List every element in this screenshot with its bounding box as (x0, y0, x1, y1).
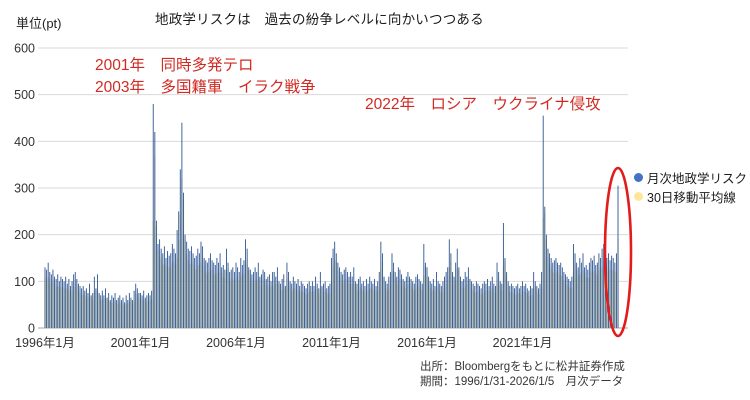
annotation-2003-iraq: 2003年 多国籍軍 イラク戦争 (95, 79, 316, 96)
y-axis-unit-label: 単位(pt) (16, 16, 62, 31)
annotation-2022-ukraine: 2022年 ロシア ウクライナ侵攻 (365, 96, 601, 113)
chart-title: 地政学リスクは 過去の紛争レベルに向かいつつある (155, 12, 484, 27)
chart-legend: 月次地政学リスク 30日移動平均線 (634, 168, 747, 206)
svg-text:400: 400 (14, 135, 35, 149)
legend-dot-yellow-icon (634, 192, 643, 201)
legend-item-monthly-risk: 月次地政学リスク (634, 168, 747, 187)
svg-text:2006年1月: 2006年1月 (206, 336, 266, 350)
svg-text:2016年1月: 2016年1月 (397, 336, 457, 350)
annotation-2001-terror: 2001年 同時多発テロ (95, 57, 254, 74)
svg-text:2001年1月: 2001年1月 (111, 336, 171, 350)
svg-text:600: 600 (14, 42, 35, 56)
svg-text:2021年1月: 2021年1月 (493, 336, 553, 350)
svg-text:100: 100 (14, 275, 35, 289)
svg-text:0: 0 (28, 322, 35, 336)
svg-text:500: 500 (14, 88, 35, 102)
legend-label-moving-average: 30日移動平均線 (647, 191, 736, 205)
legend-dot-blue-icon (634, 173, 643, 182)
period-line: 期間：1996/1/31-2026/1/5 月次データ (420, 376, 624, 388)
svg-text:2011年1月: 2011年1月 (302, 336, 361, 350)
source-line: 出所：Bloombergをもとに松井証券作成 (420, 361, 625, 373)
svg-text:300: 300 (14, 182, 35, 196)
svg-text:200: 200 (14, 228, 35, 242)
source-note: 出所：Bloombergをもとに松井証券作成 期間：1996/1/31-2026… (420, 360, 625, 390)
svg-text:1996年1月: 1996年1月 (15, 336, 75, 350)
legend-label-monthly-risk: 月次地政学リスク (647, 172, 748, 186)
legend-item-moving-average: 30日移動平均線 (634, 187, 747, 206)
